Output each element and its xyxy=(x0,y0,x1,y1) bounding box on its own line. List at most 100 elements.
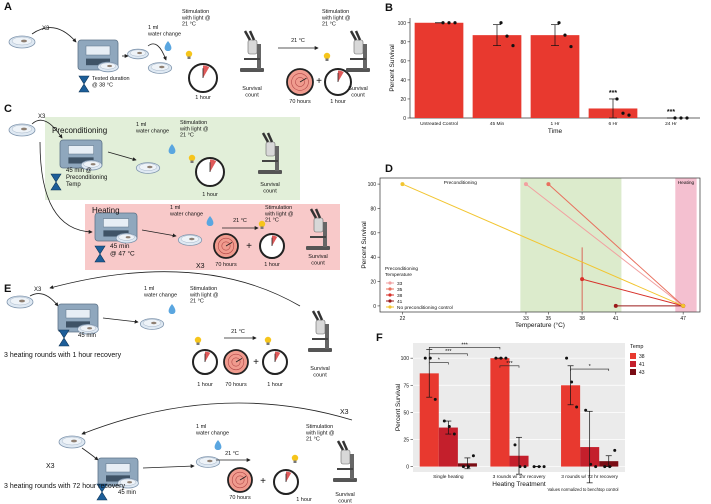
incubator-panel xyxy=(86,58,110,66)
diagram-label: 70 hours xyxy=(229,495,251,501)
hourglass xyxy=(78,75,90,93)
bar xyxy=(561,385,581,467)
plot-frame xyxy=(379,177,701,313)
incubator-screen xyxy=(68,145,94,155)
light-bulb-base xyxy=(266,342,270,345)
x-tick-label: 6 Hr xyxy=(608,121,617,127)
data-point xyxy=(513,443,517,447)
data-point xyxy=(532,465,536,469)
microscope-stage xyxy=(350,58,366,60)
y-tick-label: 100 xyxy=(368,182,377,188)
data-point xyxy=(685,116,689,120)
worm xyxy=(151,321,157,325)
region-label: Preconditioning xyxy=(444,180,477,186)
clock-ring xyxy=(295,77,305,87)
incubator-panel xyxy=(106,475,130,482)
panel-label: B xyxy=(385,2,393,14)
diagram-label: + xyxy=(246,241,252,252)
diagram-label: A xyxy=(4,1,12,13)
x-tick-label: 22 xyxy=(400,316,406,322)
arrow xyxy=(29,293,59,307)
diagram-label: Survival xyxy=(260,182,280,188)
diagram-label: @ 38 °C xyxy=(92,82,113,88)
diagram-label: 21 °C xyxy=(306,437,320,443)
data-point xyxy=(518,465,522,469)
diagram-label: 45 min xyxy=(78,333,96,339)
series-point xyxy=(546,182,551,187)
data-point xyxy=(589,462,593,466)
data-point xyxy=(673,116,677,120)
significance: *** xyxy=(667,109,675,116)
data-point xyxy=(542,465,546,469)
diagram-label: water change xyxy=(169,211,203,217)
diagram-label: Temp xyxy=(66,182,81,188)
diagram-label: Survival xyxy=(308,254,328,260)
incubator-panel xyxy=(68,157,94,164)
bar xyxy=(490,358,510,467)
clock-ring xyxy=(235,475,245,485)
microscope-eyepiece xyxy=(314,208,322,219)
data-point xyxy=(523,465,527,469)
diagram-label: 70 hours xyxy=(215,262,237,268)
microscope-eyepiece xyxy=(248,30,256,41)
clock-slice xyxy=(210,159,217,172)
diagram-label: count xyxy=(351,92,365,98)
y-tick-label: 100 xyxy=(398,21,407,27)
diagram-label: X3 xyxy=(340,409,349,416)
incubator-panel xyxy=(66,321,90,328)
data-point xyxy=(504,356,508,360)
diagram-label: Survival xyxy=(242,86,262,92)
worm xyxy=(21,127,27,131)
diagram-label: water change xyxy=(135,128,169,134)
data-point xyxy=(471,454,475,458)
diagram-label: with light @ xyxy=(305,430,335,436)
y-tick-label: 100 xyxy=(401,356,410,362)
diagram-label: 21 °C xyxy=(190,299,204,305)
diagram-label: Stimulation xyxy=(180,120,207,126)
diagram-label: Survival xyxy=(335,492,355,498)
panel-label: D xyxy=(385,163,393,175)
diagram-label: 21 °C xyxy=(231,329,245,335)
data-point xyxy=(615,97,619,101)
diagram-label: water change xyxy=(143,292,177,298)
diagram-label: 1 ml xyxy=(170,205,180,211)
diagram-label: 1 ml xyxy=(144,286,154,292)
y-axis-label: Percent Survival xyxy=(361,221,368,269)
data-point xyxy=(621,111,625,115)
microscope-stage xyxy=(312,338,328,340)
diagram-label: with light @ xyxy=(179,126,209,132)
x-tick-label: 45 Min xyxy=(490,121,505,127)
legend-label: No preconditioning control xyxy=(397,305,453,311)
legend-swatch xyxy=(388,299,392,303)
data-point xyxy=(584,408,588,412)
clock-slice xyxy=(338,70,344,82)
diagram-label: count xyxy=(338,498,352,504)
y-tick-label: 0 xyxy=(403,116,406,122)
clock-slice xyxy=(275,351,281,362)
x-tick-label: 47 xyxy=(680,316,686,322)
clock-slice xyxy=(272,235,278,246)
microscope-body xyxy=(315,319,326,335)
series-line xyxy=(581,278,684,307)
diagram-label: 21 °C xyxy=(322,22,336,28)
diagram-label: Stimulation xyxy=(182,9,209,15)
microscope-stand xyxy=(323,222,327,247)
bar xyxy=(419,373,439,467)
diagram-label: count xyxy=(311,260,325,266)
significance-bracket xyxy=(428,362,449,365)
incubator-screen xyxy=(65,309,91,319)
data-point xyxy=(494,356,498,360)
diagram-label: count xyxy=(245,92,259,98)
worm xyxy=(21,39,27,43)
light-bulb-base xyxy=(196,342,200,345)
legend-swatch xyxy=(388,305,392,309)
diagram-label: X3 xyxy=(34,287,42,293)
note: Values normalized to benchtop control xyxy=(548,487,619,492)
microscope-eyepiece xyxy=(311,310,320,321)
diagram-label: with light @ xyxy=(264,211,294,217)
clock-ring xyxy=(231,357,241,367)
x-tick-label: 41 xyxy=(613,316,619,322)
data-point xyxy=(442,419,446,423)
worm xyxy=(90,163,96,166)
incubator-panel xyxy=(103,230,129,237)
